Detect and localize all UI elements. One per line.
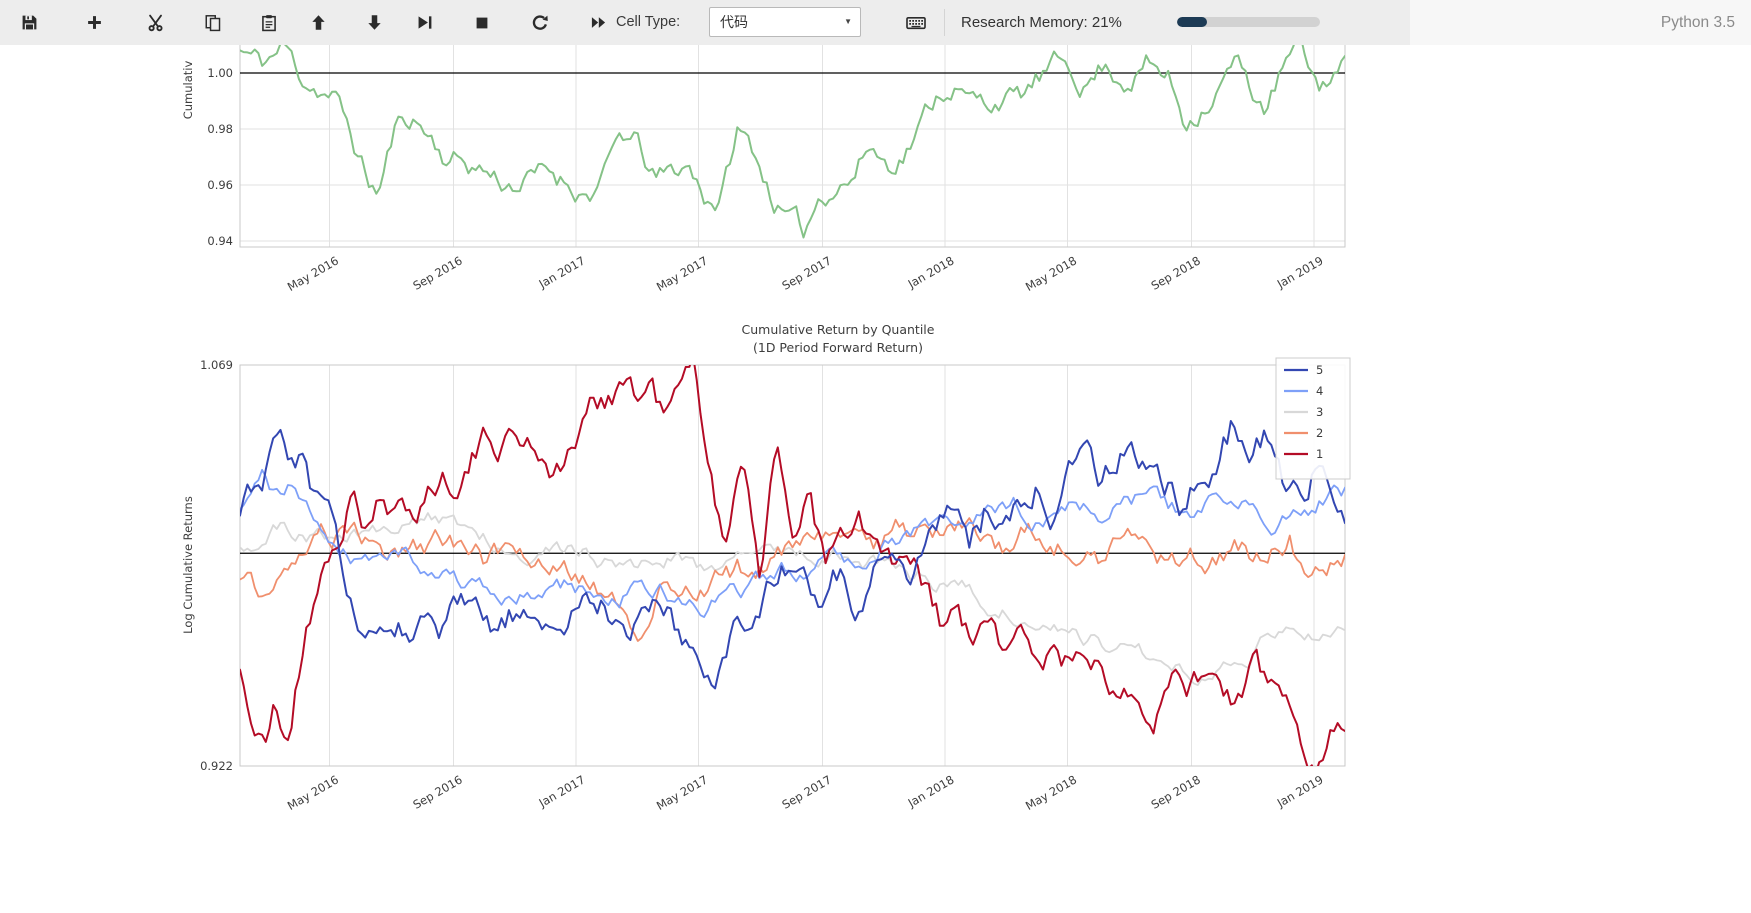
run-icon	[418, 16, 431, 29]
add-cell-button[interactable]	[79, 0, 109, 45]
svg-text:Sep 2016: Sep 2016	[410, 772, 464, 811]
restart-kernel-button[interactable]	[525, 0, 555, 45]
restart-run-all-button[interactable]	[583, 0, 613, 45]
run-cell-button[interactable]	[409, 0, 439, 45]
toolbar-separator	[944, 9, 945, 36]
cumulative-return-by-quantile-chart: 1.069 0.922 May 2016 Sep 2016 Jan 2017 May 20…	[181, 322, 1351, 813]
svg-text:May 2018: May 2018	[1023, 253, 1079, 293]
svg-text:Cumulative Return by Quantile: Cumulative Return by Quantile	[742, 322, 935, 337]
svg-text:Jan 2017: Jan 2017	[536, 772, 588, 810]
svg-text:May 2016: May 2016	[285, 772, 341, 812]
memory-progress-fill	[1177, 17, 1208, 27]
kernel-indicator: Python 3.5	[1410, 0, 1751, 45]
svg-text:1.00: 1.00	[207, 66, 233, 80]
paste-button[interactable]	[254, 0, 284, 45]
memory-progress-bar	[1177, 17, 1320, 27]
cell-type-value: 代码	[720, 14, 748, 30]
svg-text:5: 5	[1316, 363, 1323, 377]
command-palette-button[interactable]	[901, 0, 931, 45]
svg-text:0.96: 0.96	[207, 178, 233, 192]
save-icon	[22, 15, 36, 30]
svg-text:4: 4	[1316, 384, 1323, 398]
svg-text:May 2018: May 2018	[1023, 772, 1079, 812]
svg-text:May 2017: May 2017	[654, 253, 710, 293]
svg-text:Sep 2018: Sep 2018	[1149, 772, 1203, 811]
svg-text:Cumulativ: Cumulativ	[181, 61, 195, 120]
svg-text:0.98: 0.98	[207, 122, 233, 136]
factor-cumulative-return-chart: 1.00 0.98 0.96 0.94 May 2016 Sep 2016 Jan 2017…	[181, 45, 1346, 294]
cell-type-label: Cell Type:	[616, 14, 681, 30]
stop-icon	[476, 17, 488, 28]
svg-text:1.069: 1.069	[200, 358, 233, 372]
notebook-toolbar: Cell Type: 代码 ▼ Research Memory: 21%	[0, 0, 1410, 45]
research-memory-label: Research Memory: 21%	[961, 14, 1122, 31]
fast-forward-icon	[591, 17, 605, 28]
svg-text:Sep 2016: Sep 2016	[410, 253, 464, 292]
copy-icon	[205, 14, 221, 31]
svg-text:0.922: 0.922	[200, 759, 233, 773]
svg-text:Sep 2017: Sep 2017	[780, 772, 834, 811]
svg-text:0.94: 0.94	[207, 234, 233, 248]
move-up-icon	[311, 15, 325, 30]
svg-text:Jan 2018: Jan 2018	[905, 772, 957, 810]
move-cell-up-button[interactable]	[303, 0, 333, 45]
restart-icon	[532, 14, 548, 30]
svg-text:Sep 2018: Sep 2018	[1149, 253, 1203, 292]
save-button[interactable]	[14, 0, 44, 45]
svg-text:Log Cumulative Returns: Log Cumulative Returns	[181, 496, 195, 634]
svg-text:Jan 2018: Jan 2018	[905, 253, 957, 291]
svg-text:2: 2	[1316, 426, 1323, 440]
move-down-icon	[367, 15, 381, 30]
svg-text:Jan 2019: Jan 2019	[1274, 772, 1326, 810]
keyboard-icon	[906, 16, 926, 29]
svg-text:Jan 2019: Jan 2019	[1274, 253, 1326, 291]
paste-icon	[262, 14, 276, 31]
svg-text:(1D Period Forward Return): (1D Period Forward Return)	[753, 340, 923, 355]
add-cell-icon	[87, 16, 101, 29]
move-cell-down-button[interactable]	[359, 0, 389, 45]
svg-text:3: 3	[1316, 405, 1323, 419]
svg-text:Sep 2017: Sep 2017	[780, 253, 834, 292]
kernel-name: Python 3.5	[1660, 14, 1735, 31]
copy-button[interactable]	[198, 0, 228, 45]
interrupt-kernel-button[interactable]	[467, 0, 497, 45]
dropdown-caret-icon: ▼	[844, 17, 852, 26]
svg-text:Jan 2017: Jan 2017	[536, 253, 588, 291]
svg-text:May 2016: May 2016	[285, 253, 341, 293]
cut-icon	[148, 14, 163, 31]
cut-button[interactable]	[142, 0, 172, 45]
svg-text:1: 1	[1316, 447, 1323, 461]
cell-type-select[interactable]: 代码 ▼	[709, 7, 861, 37]
svg-text:May 2017: May 2017	[654, 772, 710, 812]
